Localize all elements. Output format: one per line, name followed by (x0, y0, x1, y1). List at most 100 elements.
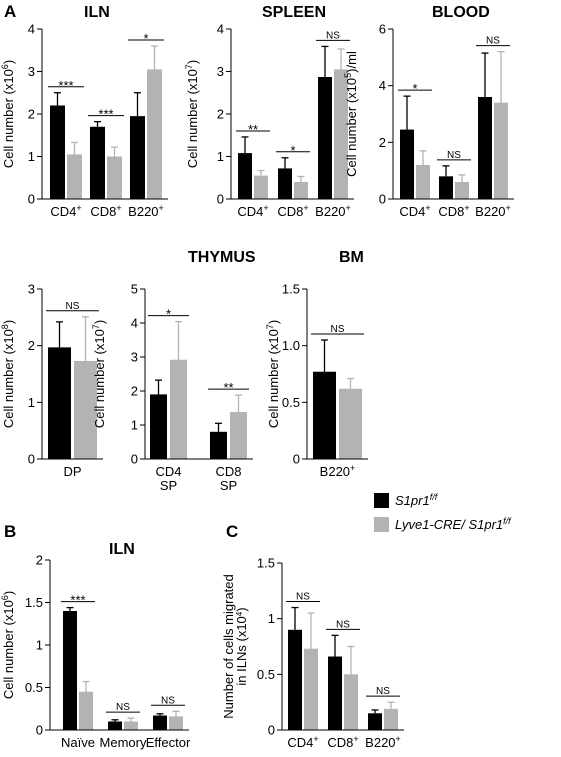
chart-2: BLOOD 0 2 4 6 Cell number (x105)/ml * CD4+ NS CD8… (343, 4, 514, 219)
bar-ko (304, 648, 318, 730)
y-tick-label: 4 (379, 78, 386, 93)
bar-ko (494, 102, 508, 199)
y-tick-label: 1.0 (282, 338, 300, 353)
bar-wt (63, 611, 77, 730)
significance-label: NS (336, 619, 350, 630)
bar-ko (74, 360, 97, 459)
category-label: DP (63, 464, 81, 479)
y-tick-label: 4 (28, 22, 35, 37)
y-tick-label: 3 (131, 350, 138, 365)
bar-wt (278, 168, 292, 199)
y-tick-label: 1.5 (257, 556, 275, 571)
bar-wt (150, 394, 167, 459)
chart-title: ILN (84, 4, 110, 21)
category-label: B220+ (365, 734, 401, 750)
y-tick-label: 0.5 (25, 680, 43, 695)
bar-wt (108, 721, 122, 730)
bar-ko (169, 716, 183, 730)
panel-label-a: A (4, 2, 16, 21)
y-axis-label: Cell number (x105)/ml (343, 51, 359, 177)
y-tick-label: 2 (28, 107, 35, 122)
chart-5: BM 0 0.5 1.0 1.5 Cell number (x107) NS B220+ (265, 249, 368, 479)
bar-ko (254, 175, 268, 199)
y-tick-label: 1 (268, 611, 275, 626)
y-axis-label: Cell number (x106) (0, 60, 16, 168)
y-tick-label: 3 (217, 64, 224, 79)
legend-swatch-ko (374, 517, 389, 532)
significance-label: NS (66, 301, 80, 312)
significance-label: NS (116, 702, 130, 713)
y-tick-label: 1 (217, 149, 224, 164)
y-tick-label: 0 (379, 192, 386, 207)
bar-wt (130, 116, 145, 199)
chart-title: THYMUS (188, 249, 256, 266)
category-label: CD8+ (438, 203, 469, 219)
y-tick-label: 1 (28, 149, 35, 164)
category-label: CD8+ (90, 203, 121, 219)
category-label: CD4+ (50, 203, 81, 219)
y-axis-label: Cell number (x107) (91, 320, 107, 428)
significance-label: NS (486, 36, 500, 47)
y-tick-label: 0 (28, 192, 35, 207)
category-label: B220+ (475, 203, 511, 219)
y-axis-label: Cell number (x108) (0, 320, 16, 428)
category-label: B220+ (315, 203, 351, 219)
chart-title: ILN (109, 541, 135, 558)
bar-wt (368, 713, 382, 730)
chart-title: BM (339, 249, 364, 266)
significance-label: * (412, 81, 417, 96)
bar-ko (107, 156, 122, 199)
bar-wt (90, 126, 105, 199)
category-label-line2: SP (220, 478, 237, 493)
category-label: CD8 (215, 464, 241, 479)
y-tick-label: 2 (379, 135, 386, 150)
significance-label: *** (58, 78, 73, 93)
category-label: CD4+ (399, 203, 430, 219)
bar-ko (344, 674, 358, 730)
bar-ko (67, 154, 82, 199)
bar-wt (288, 629, 302, 730)
significance-label: NS (331, 324, 345, 335)
bar-wt (238, 153, 252, 199)
y-tick-label: 1.5 (282, 282, 300, 297)
bar-ko (339, 388, 362, 459)
y-tick-label: 3 (28, 282, 35, 297)
chart-title: BLOOD (432, 4, 490, 21)
legend-label-ko: Lyve1-CRE/ S1pr1f/f (395, 516, 512, 532)
y-tick-label: 4 (217, 22, 224, 37)
chart-0: ILN 0 1 2 3 4 Cell number (x106) *** CD4+ *** CD8+… (0, 4, 168, 219)
chart-3: 0 1 2 3 Cell number (x108) NS DP (0, 282, 103, 479)
significance-label: *** (70, 593, 85, 608)
significance-label: *** (98, 107, 113, 122)
category-label: CD4 (155, 464, 181, 479)
significance-label: NS (326, 30, 340, 41)
y-tick-label: 2 (217, 107, 224, 122)
y-tick-label: 3 (28, 64, 35, 79)
bar-ko (384, 708, 398, 730)
bar-ko (124, 721, 138, 730)
bar-wt (313, 371, 336, 459)
significance-label: NS (161, 695, 175, 706)
chart-1: SPLEEN 0 1 2 3 4 Cell number (x107) ** CD4+ * CD8+… (184, 4, 354, 219)
y-tick-label: 5 (131, 282, 138, 297)
panel-label-c: C (226, 522, 238, 541)
y-tick-label: 0 (293, 452, 300, 467)
bar-wt (478, 97, 492, 199)
y-tick-label: 1 (36, 638, 43, 653)
bar-ko (416, 165, 430, 199)
significance-label: * (166, 307, 171, 322)
y-axis-label: Cell number (x107) (265, 320, 281, 428)
y-tick-label: 1.5 (25, 595, 43, 610)
y-tick-label: 2 (36, 553, 43, 568)
y-tick-label: 0 (268, 723, 275, 738)
y-axis-label: Cell number (x107) (184, 60, 200, 168)
category-label: CD8+ (277, 203, 308, 219)
significance-label: NS (447, 150, 461, 161)
significance-label: * (290, 143, 295, 158)
category-label: Naïve (61, 735, 95, 750)
category-label: Effector (146, 735, 191, 750)
chart-title: SPLEEN (262, 4, 326, 21)
significance-label: ** (248, 122, 258, 137)
